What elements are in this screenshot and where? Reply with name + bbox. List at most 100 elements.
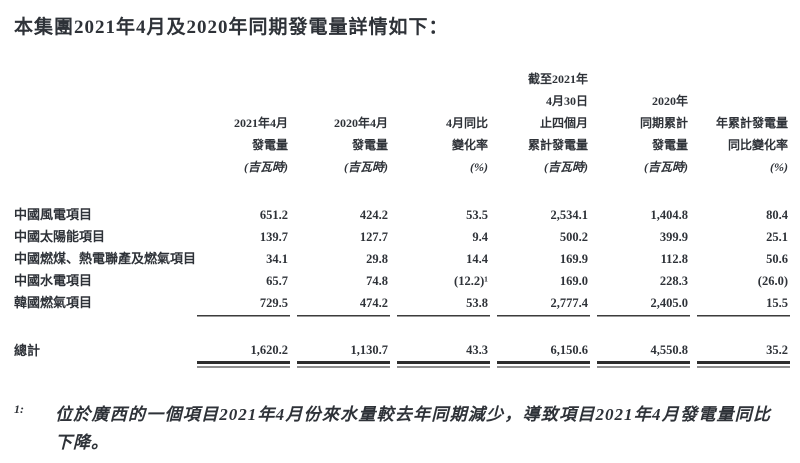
- row-label: 中國太陽能項目: [14, 229, 106, 244]
- rule-cell: [192, 315, 292, 317]
- row-value: (12.2)¹: [454, 274, 488, 288]
- double-rule-line: [597, 361, 690, 368]
- total-row: 總計 1,620.2 1,130.7 43.3 6,150.6 4,550.8 35.2: [14, 342, 792, 359]
- total-value: 35.2: [766, 343, 788, 357]
- total-value: 6,150.6: [550, 343, 589, 357]
- table-header: 2021年4月 發電量 (吉瓦時) 2020年4月 發電量 (吉瓦時) 4月同比 變化率 (%)…: [14, 68, 792, 178]
- row-value: 9.4: [472, 230, 488, 244]
- row-value: 2,405.0: [650, 296, 689, 310]
- header-col-3: 4月同比變化率 (%): [392, 112, 492, 178]
- subtotal-rule: [14, 315, 792, 317]
- rule-cell: [392, 315, 492, 317]
- header-col-6: 年累計發電量同比變化率 (%): [692, 112, 792, 178]
- header-line: 年累計發電量: [715, 116, 788, 130]
- header-line: 發電量: [251, 138, 288, 152]
- generation-table: 2021年4月 發電量 (吉瓦時) 2020年4月 發電量 (吉瓦時) 4月同比 變化率 (%)…: [14, 68, 792, 368]
- row-value: 500.2: [559, 230, 588, 244]
- row-label: 韓國燃氣項目: [14, 295, 93, 310]
- rule-line: [197, 315, 290, 317]
- row-label: 中國風電項目: [14, 207, 93, 222]
- header-line: 變化率: [451, 138, 488, 152]
- row-label: 中國水電項目: [14, 273, 93, 288]
- row-value: 2,777.4: [550, 296, 589, 310]
- header-col-2: 2020年4月 發電量 (吉瓦時): [292, 112, 392, 178]
- total-label: 總計: [14, 343, 41, 358]
- row-value: 74.8: [366, 274, 388, 288]
- header-line: 4月同比: [445, 116, 488, 130]
- header-line: 發電量: [351, 138, 388, 152]
- header-line: 2021年4月: [233, 116, 288, 130]
- row-value: 1,404.8: [650, 208, 689, 222]
- row-value: 127.7: [359, 230, 388, 244]
- header-line: 截至2021年: [527, 72, 588, 86]
- rule-line: [397, 315, 490, 317]
- header-line: 發電量: [651, 138, 688, 152]
- row-value: 53.8: [466, 296, 488, 310]
- table-row: 韓國燃氣項目 729.5 474.2 53.8 2,777.4 2,405.0 15.5: [14, 292, 792, 314]
- footnote: 1: 位於廣西的一個項目2021年4月份來水量較去年同期減少，導致項目2021年…: [14, 401, 792, 457]
- header-unit: (吉瓦時): [644, 160, 688, 174]
- header-unit: (吉瓦時): [544, 160, 588, 174]
- table-body: 中國風電項目 651.2 424.2 53.5 2,534.1 1,404.8 80.4 中國…: [14, 204, 792, 314]
- row-value: 729.5: [259, 296, 288, 310]
- header-line: 同期累計: [639, 116, 688, 130]
- row-value: 474.2: [359, 296, 388, 310]
- row-value: 25.1: [766, 230, 788, 244]
- row-value: 65.7: [266, 274, 288, 288]
- row-value: 14.4: [466, 252, 488, 266]
- row-value: 228.3: [659, 274, 688, 288]
- row-value: 34.1: [266, 252, 288, 266]
- rule-line: [597, 315, 690, 317]
- rule-cell: [592, 361, 692, 368]
- rule-cell: [592, 315, 692, 317]
- row-value: 139.7: [259, 230, 288, 244]
- rule-cell: [492, 315, 592, 317]
- page-title: 本集團2021年4月及2020年同期發電量詳情如下：: [14, 17, 449, 38]
- double-rule-line: [397, 361, 490, 368]
- row-value: 53.5: [466, 208, 488, 222]
- header-unit: (吉瓦時): [344, 160, 388, 174]
- row-value: 80.4: [766, 208, 788, 222]
- row-value: 50.6: [766, 252, 788, 266]
- row-value: 169.9: [559, 252, 588, 266]
- table-row: 中國燃煤、熱電聯產及燃氣項目 34.1 29.8 14.4 169.9 112.8 50.6: [14, 248, 792, 270]
- header-col-4: 截至2021年 4月30日 止四個月 累計發電量 (吉瓦時): [492, 68, 592, 178]
- row-value: 424.2: [359, 208, 388, 222]
- header-line: 止四個月: [539, 116, 588, 130]
- rule-spacer: [14, 361, 192, 368]
- rule-cell: [292, 315, 392, 317]
- header-col-1: 2021年4月 發電量 (吉瓦時): [192, 112, 292, 178]
- rule-line: [697, 315, 790, 317]
- row-value: 2,534.1: [550, 208, 589, 222]
- row-value: 15.5: [766, 296, 788, 310]
- total-value: 4,550.8: [650, 343, 689, 357]
- header-unit: (%): [770, 160, 788, 174]
- footnote-text: 位於廣西的一個項目2021年4月份來水量較去年同期減少，導致項目2021年4月發…: [55, 405, 771, 452]
- double-rule-line: [297, 361, 390, 368]
- row-label: 中國燃煤、熱電聯產及燃氣項目: [14, 251, 197, 266]
- header-col-5: 2020年同期累計發電量 (吉瓦時): [592, 90, 692, 178]
- table-row: 中國太陽能項目 139.7 127.7 9.4 500.2 399.9 25.1: [14, 226, 792, 248]
- row-value: 29.8: [366, 252, 388, 266]
- header-line: 累計發電量: [527, 138, 588, 152]
- footnote-marker: 1:: [14, 402, 24, 416]
- row-value: (26.0): [757, 274, 788, 288]
- row-value: 399.9: [659, 230, 688, 244]
- header-line: 2020年: [651, 94, 688, 108]
- double-rule-line: [197, 361, 290, 368]
- table-row: 中國風電項目 651.2 424.2 53.5 2,534.1 1,404.8 80.4: [14, 204, 792, 226]
- table-row: 中國水電項目 65.7 74.8 (12.2)¹ 169.0 228.3 (26.0): [14, 270, 792, 292]
- rule-cell: [692, 315, 792, 317]
- row-value: 651.2: [259, 208, 288, 222]
- rule-cell: [392, 361, 492, 368]
- rule-line: [497, 315, 590, 317]
- header-line: 同比變化率: [727, 138, 788, 152]
- rule-cell: [492, 361, 592, 368]
- rule-spacer: [14, 315, 192, 317]
- double-rule-line: [497, 361, 590, 368]
- header-unit: (%): [470, 160, 488, 174]
- rule-cell: [192, 361, 292, 368]
- total-value: 1,620.2: [250, 343, 289, 357]
- total-value: 43.3: [466, 343, 488, 357]
